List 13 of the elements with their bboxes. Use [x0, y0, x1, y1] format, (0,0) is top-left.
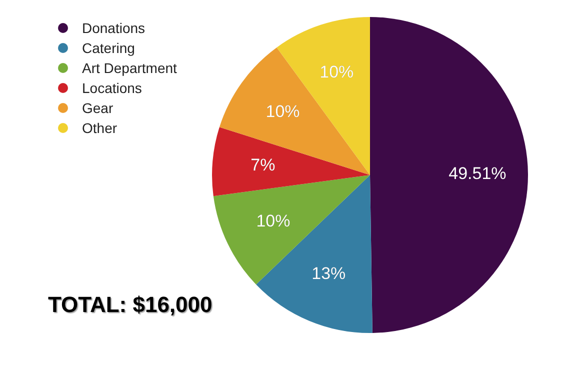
data-label: 10%: [320, 62, 354, 82]
data-label: 13%: [312, 264, 346, 283]
data-label: 10%: [256, 211, 290, 230]
legend-label: Gear: [82, 100, 114, 116]
data-label: 10%: [266, 102, 300, 121]
legend-label: Art Department: [82, 60, 177, 76]
legend-label: Catering: [82, 40, 135, 56]
legend-label: Locations: [82, 80, 142, 96]
legend-label: Donations: [82, 20, 146, 36]
text: TOTAL: $16,000: [48, 292, 212, 318]
data-label: 7%: [250, 155, 276, 174]
data-label: 49.51%: [448, 164, 506, 183]
legend-label: Other: [82, 120, 118, 136]
